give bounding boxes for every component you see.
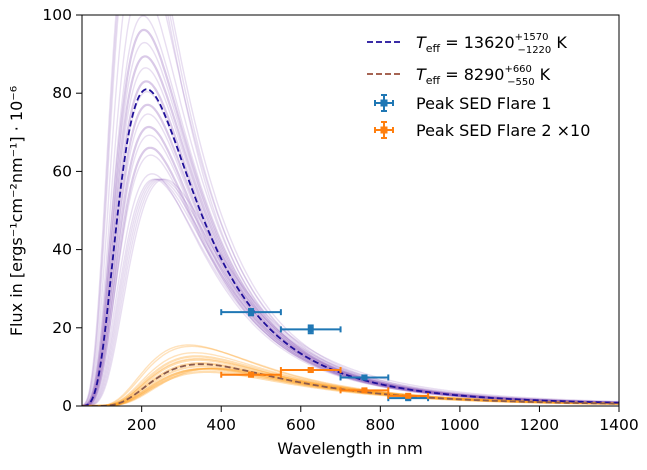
sample-curve — [82, 15, 619, 406]
y-axis-label: Flux in [ergs⁻¹cm⁻²nm⁻¹] · 10⁻⁶ — [7, 86, 26, 336]
legend-minus-error: −1220 — [517, 45, 551, 56]
x-tick-label: 200 — [127, 416, 157, 434]
data-point — [248, 309, 255, 316]
legend: Teff = 13620+1570 −1220 K Teff = 8290+660 −… — [367, 32, 590, 140]
x-tick-label: 400 — [206, 416, 236, 434]
legend-teff-symbol: T — [416, 65, 427, 84]
sample-curve — [82, 55, 619, 406]
legend-label: Peak SED Flare 1 — [416, 94, 552, 113]
legend-plus-error: +1570 — [515, 32, 549, 43]
legend-minus-error: −550 — [507, 77, 534, 88]
errorbar-points — [220, 308, 430, 402]
legend-teff-symbol: T — [416, 33, 427, 52]
data-point — [361, 387, 368, 394]
x-tick-label: 800 — [366, 416, 396, 434]
sample-curve — [82, 15, 619, 406]
sample-curve — [82, 15, 619, 406]
legend-value: = 13620 — [440, 33, 514, 52]
x-axis-ticks: 200 400 600 800 1000 1200 1400 — [127, 406, 639, 434]
y-tick-label: 60 — [52, 162, 72, 180]
x-tick-label: 1000 — [440, 416, 479, 434]
y-tick-label: 40 — [52, 241, 72, 259]
y-axis-ticks: 0 20 40 60 80 100 — [42, 6, 82, 415]
sample-curve — [82, 178, 619, 406]
y-tick-label: 80 — [52, 84, 72, 102]
data-point — [307, 367, 314, 374]
legend-teff-subscript: eff — [426, 42, 441, 55]
sample-curve — [82, 178, 619, 406]
sample-curve — [82, 154, 619, 406]
legend-value: = 8290 — [440, 65, 504, 84]
legend-unit: K — [551, 33, 567, 52]
sample-curve — [82, 28, 619, 406]
legend-label: Teff = 8290+660 −550 K — [416, 64, 551, 88]
sample-curve — [82, 146, 619, 406]
data-point — [307, 326, 314, 333]
legend-plus-error: +660 — [504, 64, 531, 75]
sample-curve — [82, 41, 619, 406]
data-point — [405, 392, 412, 399]
sample-curve — [82, 15, 619, 406]
legend-marker — [380, 126, 388, 134]
x-tick-label: 600 — [286, 416, 316, 434]
y-tick-label: 0 — [62, 397, 72, 415]
x-tick-label: 1400 — [599, 416, 638, 434]
sample-curve — [82, 15, 619, 406]
data-point — [361, 374, 368, 381]
legend-label: Teff = 13620+1570 −1220 K — [416, 32, 567, 56]
x-tick-label: 1200 — [520, 416, 559, 434]
sample-curve — [82, 178, 619, 406]
sample-curve-bands — [82, 15, 619, 406]
y-tick-label: 20 — [52, 319, 72, 337]
sample-curve — [82, 173, 619, 406]
x-axis-label: Wavelength in nm — [277, 439, 422, 458]
sample-curve — [82, 125, 619, 406]
y-tick-label: 100 — [42, 6, 72, 24]
legend-label: Peak SED Flare 2 ×10 — [416, 121, 590, 140]
data-point — [248, 371, 255, 378]
legend-unit: K — [535, 65, 551, 84]
sample-curve — [82, 103, 619, 406]
plot-frame — [81, 14, 620, 407]
sample-curve — [82, 178, 619, 406]
sample-curve — [82, 15, 619, 406]
legend-marker — [380, 99, 388, 107]
legend-teff-subscript: eff — [426, 74, 441, 87]
